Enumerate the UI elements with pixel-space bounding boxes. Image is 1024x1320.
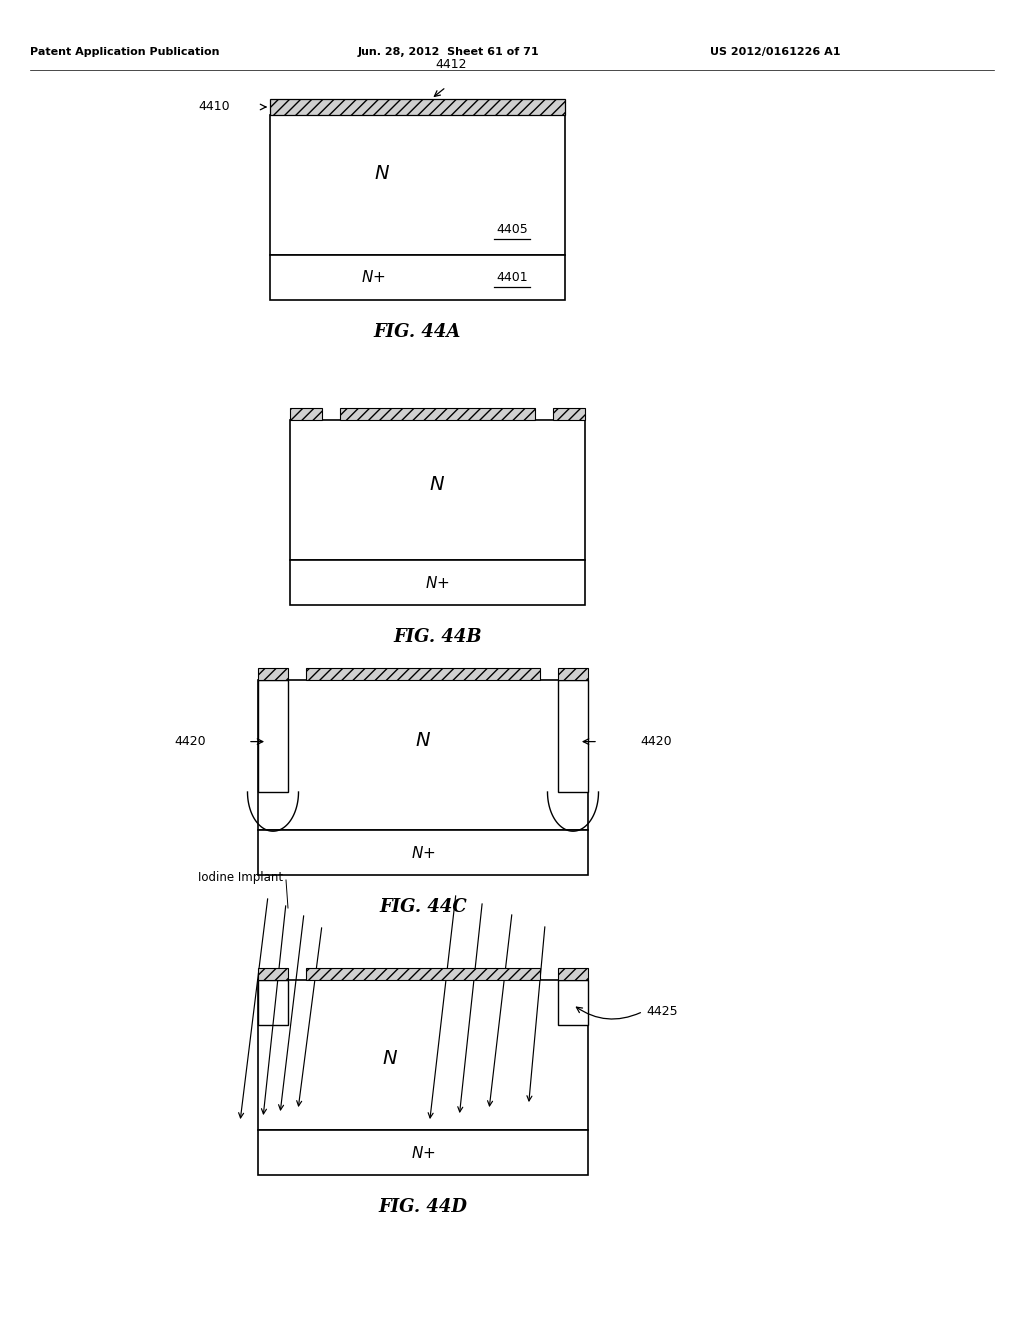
Text: Iodine Implant: Iodine Implant [198, 871, 283, 884]
Text: Patent Application Publication: Patent Application Publication [30, 48, 219, 57]
Text: Jun. 28, 2012  Sheet 61 of 71: Jun. 28, 2012 Sheet 61 of 71 [358, 48, 540, 57]
Text: 4401: 4401 [496, 271, 527, 284]
Bar [258, 979, 588, 1130]
Text: $N$+: $N$+ [361, 269, 385, 285]
Bar [258, 1130, 588, 1175]
Text: FIG. 44B: FIG. 44B [393, 628, 482, 645]
Text: 4412: 4412 [435, 58, 467, 71]
Text: $N$+: $N$+ [411, 845, 435, 861]
Bar [258, 680, 588, 830]
Bar [558, 979, 588, 1026]
Bar [270, 255, 565, 300]
Bar [258, 668, 288, 680]
Text: 4420: 4420 [174, 735, 206, 748]
Text: 4410: 4410 [199, 100, 230, 114]
Bar [290, 420, 585, 560]
Text: FIG. 44D: FIG. 44D [379, 1199, 468, 1216]
Text: $N$: $N$ [415, 730, 431, 750]
Bar [258, 979, 288, 1026]
Text: US 2012/0161226 A1: US 2012/0161226 A1 [710, 48, 841, 57]
Text: $N$+: $N$+ [411, 1144, 435, 1160]
Bar [270, 99, 565, 115]
Bar [270, 115, 565, 255]
Bar [306, 668, 540, 680]
Text: 4420: 4420 [640, 735, 672, 748]
Bar [340, 408, 535, 420]
Bar [558, 968, 588, 979]
Text: 4405: 4405 [496, 223, 527, 236]
Bar [553, 408, 585, 420]
Bar [558, 680, 588, 792]
Text: $N$: $N$ [429, 475, 445, 494]
Bar [290, 560, 585, 605]
Bar [306, 968, 540, 979]
Text: 4425: 4425 [646, 1005, 678, 1018]
Bar [290, 408, 322, 420]
Text: FIG. 44C: FIG. 44C [379, 898, 467, 916]
Bar [258, 968, 288, 979]
Text: $N$: $N$ [382, 1048, 398, 1068]
Bar [258, 680, 288, 792]
Text: $N$: $N$ [374, 164, 390, 183]
Text: $N$+: $N$+ [425, 574, 450, 590]
Bar [558, 668, 588, 680]
Bar [258, 830, 588, 875]
Text: FIG. 44A: FIG. 44A [374, 323, 461, 341]
